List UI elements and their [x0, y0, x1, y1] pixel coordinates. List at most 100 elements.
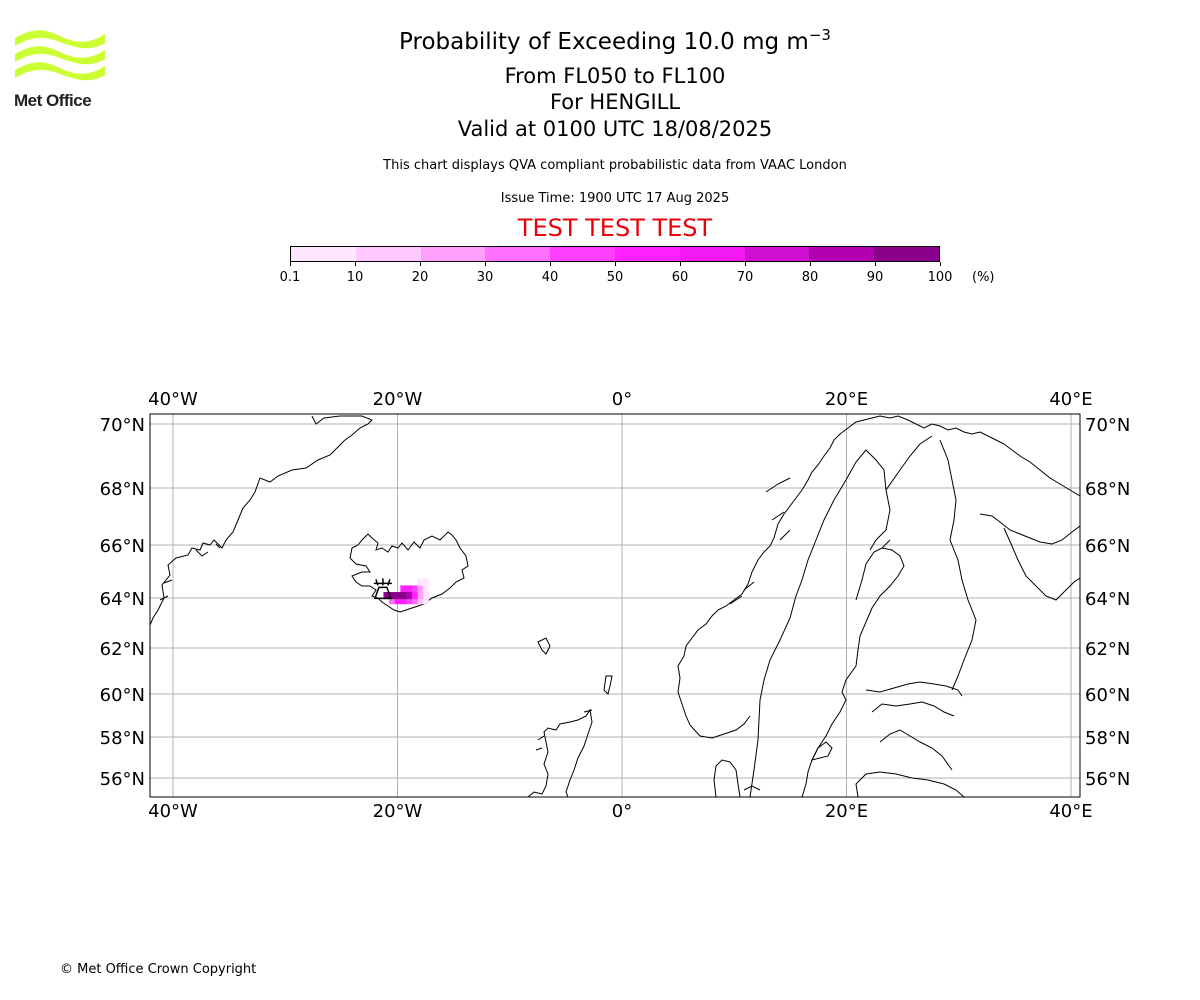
chart-title-main: Probability of Exceeding 10.0 mg m [399, 29, 809, 55]
ash-probability-cell [422, 578, 429, 586]
longitude-label-bottom: 20°E [825, 801, 868, 822]
greenland-coastline [150, 415, 373, 626]
ash-probability-cell [389, 597, 396, 605]
colorbar-tick [745, 262, 746, 266]
colorbar-tick-label: 20 [411, 270, 429, 285]
ash-probability-cell [422, 592, 429, 600]
longitude-label-top: 40°W [148, 389, 198, 410]
colorbar-tick [355, 262, 356, 266]
colorbar-tick [875, 262, 876, 266]
colorbar-segment [809, 247, 875, 261]
issue-time: Issue Time: 1900 UTC 17 Aug 2025 [500, 191, 730, 206]
volcano-marker-icon [373, 578, 392, 600]
sweden-baltic-coastline [801, 665, 857, 797]
latitude-label-left: 70°N [100, 415, 145, 436]
iceland-coastline [349, 531, 469, 613]
ash-probability-cell [411, 585, 418, 593]
colorbar-tick [290, 262, 291, 266]
colorbar-segment [485, 247, 551, 261]
colorbar-tick-label: 10 [346, 270, 364, 285]
colorbar-tick-label: 30 [476, 270, 494, 285]
met-office-waves-icon [15, 30, 105, 81]
latitude-label-right: 66°N [1085, 536, 1130, 557]
ash-probability-cell [394, 597, 401, 605]
norway-northern-fjords [729, 477, 791, 605]
colorbar-segment [291, 247, 356, 261]
finland-russia-border [939, 439, 977, 691]
latitude-label-right: 60°N [1085, 685, 1130, 706]
colorbar-segment [420, 247, 486, 261]
latitude-label-left: 58°N [100, 728, 145, 749]
ash-probability-cell [417, 597, 424, 605]
longitude-label-top: 0° [612, 389, 632, 410]
colorbar-tick [550, 262, 551, 266]
latitude-label-left: 62°N [100, 639, 145, 660]
ash-probability-cell [417, 578, 424, 586]
colorbar-tick-label: 50 [606, 270, 624, 285]
colorbar-tick [485, 262, 486, 266]
colorbar-segment [614, 247, 680, 261]
baltic-states-coastline [855, 701, 965, 797]
probability-colorbar [290, 246, 940, 262]
chart-title-exponent: −3 [808, 26, 831, 44]
graticule [150, 414, 1080, 797]
axis-labels: 40°W 40°W 20°W 20°W 0° 0° 20°E 20°E 40°E 40°E 70°N… [100, 389, 1131, 822]
gulf-of-finland-coastline [865, 681, 963, 697]
copyright-notice: © Met Office Crown Copyright [60, 962, 257, 977]
ash-probability-cell [405, 585, 413, 593]
longitude-label-bottom: 0° [612, 801, 632, 822]
gulf-of-bothnia-coastline [855, 539, 905, 667]
colorbar-tick [615, 262, 616, 266]
sweden-finland-border [885, 435, 933, 491]
volcano-name: For HENGILL [549, 90, 681, 114]
denmark-coastline [713, 759, 761, 797]
longitude-label-top: 40°E [1049, 389, 1092, 410]
ash-probability-cell [411, 597, 418, 605]
scandinavia-coastline [677, 415, 1080, 737]
map-frame [149, 413, 1081, 798]
latitude-label-right: 70°N [1085, 415, 1130, 436]
latitude-label-right: 68°N [1085, 479, 1130, 500]
colorbar-segment [744, 247, 810, 261]
ash-probability-cell [400, 597, 407, 605]
longitude-label-bottom: 40°E [1049, 801, 1092, 822]
colorbar-segment [874, 247, 939, 261]
ash-probability-cell [400, 585, 407, 593]
colorbar-segment [550, 247, 615, 261]
colorbar-tick-label: 80 [801, 270, 819, 285]
latitude-label-left: 60°N [100, 685, 145, 706]
colorbar-tick-label: 40 [541, 270, 559, 285]
latitude-label-left: 56°N [100, 769, 145, 790]
lake-vanern [811, 741, 833, 761]
colorbar-segment [355, 247, 421, 261]
test-banner: TEST TEST TEST [517, 214, 713, 242]
greenland-coastline-detail [159, 543, 221, 601]
ash-probability-cell [394, 592, 401, 600]
colorbar-tick-label: 90 [866, 270, 884, 285]
logo-text: Met Office [14, 91, 92, 110]
colorbar-tick [940, 262, 941, 266]
ash-probability-cell [389, 592, 396, 600]
met-office-logo: Met Office [14, 30, 114, 112]
latitude-label-right: 62°N [1085, 639, 1130, 660]
ash-probability-cell [405, 597, 413, 605]
southern-norway-coastline [699, 715, 751, 739]
hebrides-coastline [535, 709, 593, 751]
ash-probability-cell [422, 597, 429, 605]
colorbar-unit: (%) [972, 270, 995, 285]
colorbar-tick-label: 100 [927, 270, 953, 285]
colorbar-tick [810, 262, 811, 266]
ash-probability-cell [411, 592, 418, 600]
colorbar-tick [680, 262, 681, 266]
colorbar-tick [420, 262, 421, 266]
longitude-label-top: 20°E [825, 389, 868, 410]
latitude-label-left: 68°N [100, 479, 145, 500]
ash-probability-cell [422, 585, 429, 593]
ash-probability-cell [400, 592, 407, 600]
flight-level-range: From FL050 to FL100 [504, 64, 726, 88]
ash-probability-cell [417, 585, 424, 593]
chart-description: This chart displays QVA compliant probab… [383, 158, 847, 173]
colorbar-tick-label: 0.1 [279, 270, 301, 285]
coastlines [150, 415, 1080, 797]
